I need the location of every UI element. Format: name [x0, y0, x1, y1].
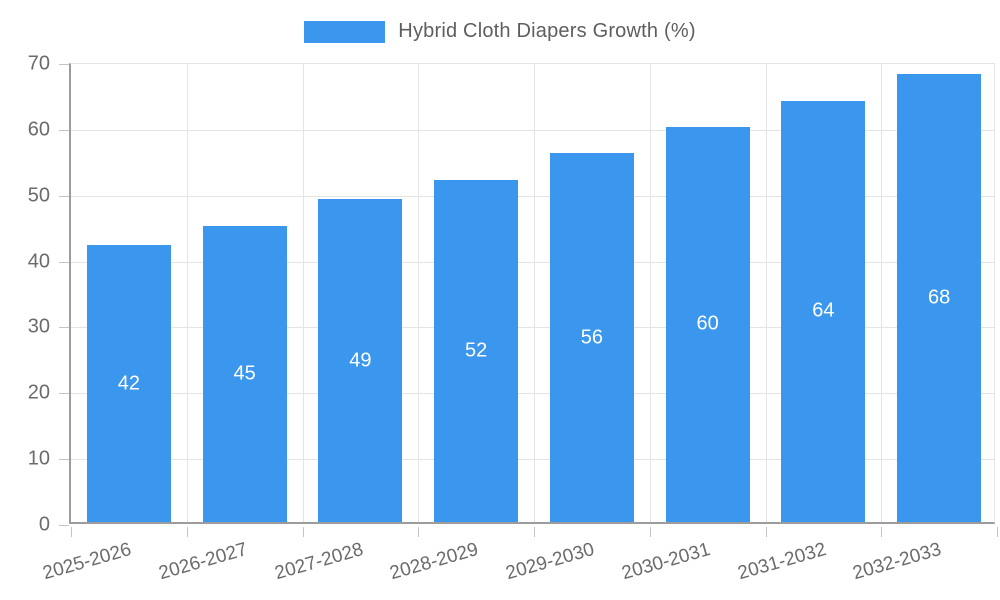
x-axis-tick-label: 2027-2028 [272, 539, 366, 585]
x-axis-tick-label: 2025-2026 [40, 539, 134, 585]
y-axis-tick-label: 60 [27, 118, 50, 141]
gridline-horizontal [71, 327, 994, 329]
gridline-vertical [418, 64, 420, 522]
x-axis-tick [71, 527, 72, 537]
bar-value-label: 60 [696, 312, 719, 335]
y-axis-tick [59, 64, 69, 65]
x-axis-tick-label: 2031-2032 [735, 539, 829, 585]
bar[interactable]: 52 [434, 179, 519, 522]
x-axis-tick [997, 527, 998, 537]
y-axis-tick-label: 50 [27, 184, 50, 207]
gridline-vertical [302, 64, 304, 522]
x-axis-tick-label: 2029-2030 [503, 539, 597, 585]
gridline-horizontal [71, 195, 994, 197]
y-axis-tick-label: 10 [27, 447, 50, 470]
y-axis-tick-label: 70 [27, 52, 50, 75]
chart-legend[interactable]: Hybrid Cloth Diapers Growth (%) [0, 20, 1000, 43]
bar[interactable]: 42 [86, 245, 171, 522]
bar[interactable]: 45 [202, 225, 287, 522]
plot-area: 0 10 20 30 40 50 60 70 42 2025-2026 45 2026-2027 49 2… [28, 53, 998, 584]
y-axis-tick-label: 30 [27, 315, 50, 338]
gridline-vertical [765, 64, 767, 522]
gridline-horizontal [71, 261, 994, 263]
y-axis-tick [59, 129, 69, 131]
x-axis-tick [649, 527, 651, 537]
y-axis-tick [59, 393, 69, 395]
legend-swatch-icon [304, 20, 386, 43]
bar-value-label: 42 [117, 372, 140, 395]
y-axis-tick [59, 261, 69, 263]
legend-label: Hybrid Cloth Diapers Growth (%) [398, 20, 696, 42]
x-axis-tick [302, 527, 304, 537]
y-axis-tick [59, 327, 69, 329]
bar[interactable]: 64 [781, 100, 866, 522]
y-axis-tick [59, 459, 69, 461]
y-axis-tick [59, 525, 69, 526]
bar-value-label: 64 [812, 299, 835, 322]
x-axis-tick-label: 2032-2033 [850, 539, 944, 585]
y-axis-tick [59, 195, 69, 197]
bar[interactable]: 49 [318, 199, 403, 522]
bar-value-label: 68 [928, 286, 951, 309]
bar-value-label: 56 [580, 326, 603, 349]
x-axis-tick [186, 527, 188, 537]
x-axis-tick-label: 2026-2027 [156, 539, 250, 585]
gridline-vertical [186, 64, 188, 522]
gridline-vertical [534, 64, 535, 522]
y-axis-tick-label: 40 [27, 250, 50, 273]
bar-value-label: 49 [349, 349, 372, 372]
x-axis-tick [534, 527, 535, 537]
x-axis-tick-label: 2028-2029 [387, 539, 481, 585]
x-axis-tick [418, 527, 420, 537]
gridline-horizontal [71, 129, 994, 131]
gridline-vertical [649, 64, 651, 522]
x-axis-tick [765, 527, 767, 537]
bar-value-label: 52 [465, 339, 488, 362]
gridline-horizontal [71, 459, 994, 461]
bar[interactable]: 68 [897, 74, 982, 522]
bar-value-label: 45 [233, 362, 256, 385]
gridline-vertical [881, 64, 883, 522]
gridline-horizontal [71, 393, 994, 395]
y-axis-tick-label: 0 [38, 513, 50, 536]
x-axis-tick [881, 527, 883, 537]
bar[interactable]: 60 [665, 126, 750, 522]
bar[interactable]: 56 [549, 153, 634, 522]
x-axis-tick-label: 2030-2031 [619, 539, 713, 585]
y-axis-tick-label: 20 [27, 381, 50, 404]
